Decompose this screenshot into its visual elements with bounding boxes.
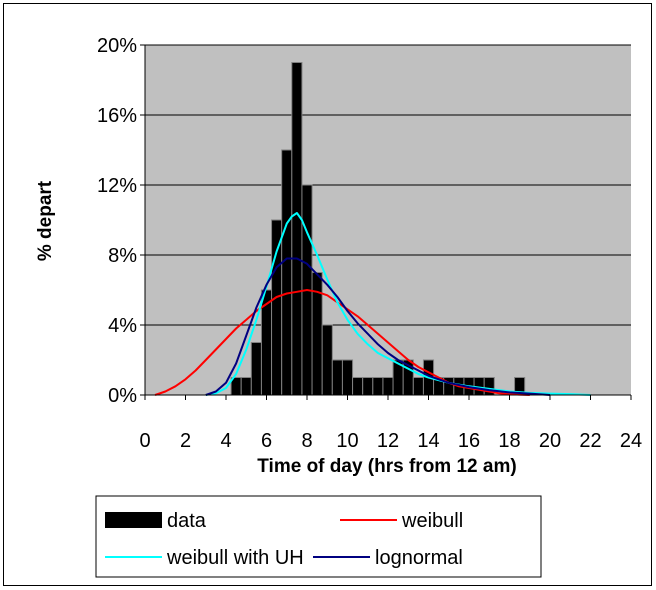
x-tick-label: 0 — [139, 430, 150, 452]
x-tick-label: 22 — [579, 430, 601, 452]
plot-area — [145, 45, 631, 395]
x-tick-label: 4 — [220, 430, 231, 452]
x-tick-label: 10 — [336, 430, 358, 452]
line-lognormal — [205, 257, 551, 396]
bar — [281, 149, 293, 396]
legend-label-data: data — [167, 510, 207, 532]
y-tick-label: 0% — [108, 385, 137, 407]
y-tick-label: 8% — [108, 245, 137, 267]
x-tick-label: 20 — [539, 430, 561, 452]
x-tick-label: 18 — [498, 430, 520, 452]
x-tick-label: 8 — [301, 430, 312, 452]
bar — [271, 219, 283, 396]
bar — [352, 377, 364, 396]
bar — [240, 377, 252, 396]
x-tick-labels: 0 2 4 6 8 10 12 14 16 18 20 22 24 — [139, 430, 642, 452]
legend-box — [95, 495, 542, 578]
legend-label-weibull: weibull — [401, 510, 463, 532]
x-tick-label: 2 — [180, 430, 191, 452]
bar — [341, 359, 354, 396]
line-weibull-with-uh — [205, 212, 591, 396]
y-tick-label: 4% — [108, 315, 137, 337]
y-axis-title: % depart — [35, 180, 56, 261]
x-axis-title: Time of day (hrs from 12 am) — [257, 456, 516, 477]
bar — [291, 62, 303, 396]
y-tick-label: 20% — [97, 35, 137, 57]
bar — [382, 377, 394, 396]
y-tick-label: 12% — [97, 175, 137, 197]
line-series — [154, 212, 591, 396]
axes — [140, 44, 632, 400]
x-tick-label: 12 — [377, 430, 399, 452]
bar — [250, 342, 262, 396]
y-tick-label: 16% — [97, 105, 137, 127]
gridlines — [145, 44, 631, 326]
bar — [321, 324, 333, 396]
legend: data weibull weibull with UH lognormal — [95, 495, 542, 578]
y-tick-labels: 0% 4% 8% 12% 16% 20% — [97, 35, 137, 407]
legend-label-weibull-uh: weibull with UH — [166, 547, 304, 569]
legend-swatch-data — [105, 512, 162, 528]
x-tick-label: 24 — [620, 430, 642, 452]
bar — [331, 359, 343, 396]
legend-label-lognormal: lognormal — [375, 547, 463, 569]
bar — [412, 377, 424, 396]
bar — [372, 377, 384, 396]
x-tick-label: 16 — [458, 430, 480, 452]
bar — [362, 377, 374, 396]
x-tick-label: 14 — [417, 430, 439, 452]
x-tick-label: 6 — [261, 430, 272, 452]
